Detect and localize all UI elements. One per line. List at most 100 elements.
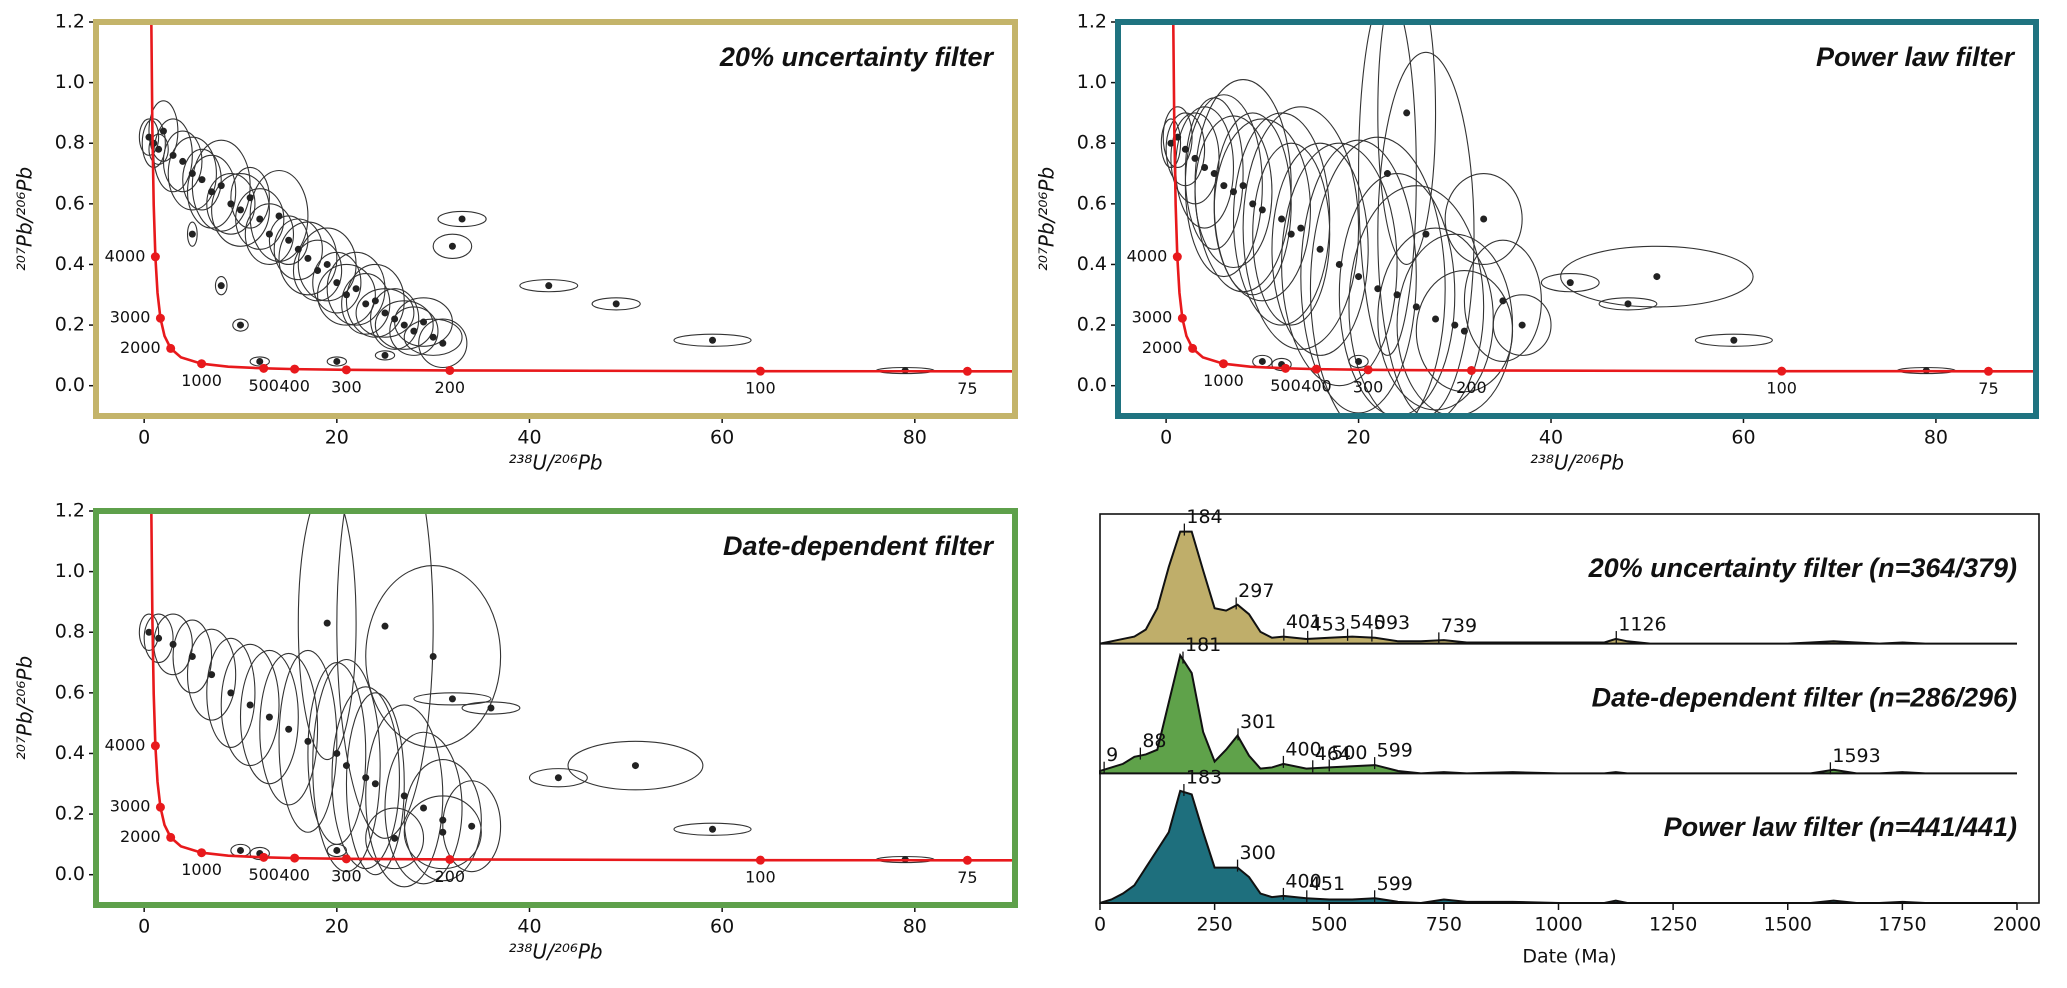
concordia-age-label: 200 [435,867,466,886]
error-ellipse [186,221,198,247]
error-ellipse [268,215,309,266]
peak-label: 301 [1240,711,1276,733]
y-tick-label: 0.0 [1077,374,1107,396]
data-point [1653,273,1661,281]
data-point [439,339,447,347]
concordia-age-label: 1000 [181,371,222,390]
error-ellipse [186,628,237,721]
error-ellipse [138,118,160,156]
peak-label: 300 [1240,842,1276,864]
data-point [246,194,254,202]
error-ellipse [138,613,160,651]
concordia-age-label: 500 [1270,376,1301,395]
data-point [333,846,341,854]
error-ellipse [1444,172,1523,266]
error-ellipse [591,297,641,311]
data-point [1210,170,1218,178]
x-tick-label: 1500 [1764,914,1812,936]
error-ellipse [1348,185,1485,416]
data-point [1249,200,1257,208]
y-tick-label: 0.4 [1077,253,1107,275]
data-point [458,215,466,223]
error-ellipse [461,701,521,715]
concordia-age-point [1172,252,1182,262]
concordia-age-point [1983,366,1993,376]
data-point [236,321,244,329]
error-ellipse [182,148,222,211]
error-ellipse [1242,106,1360,350]
concordia-age-label: 75 [1978,379,1998,398]
error-ellipse [413,692,492,706]
data-point [448,242,456,250]
data-point [145,133,153,141]
error-ellipse [1492,294,1552,356]
y-tick-label: 0.2 [55,803,85,825]
x-tick-label: 0 [138,916,150,938]
y-tick-label: 0.6 [55,192,85,214]
y-tick-label: 0.8 [55,132,85,154]
data-point [285,725,293,733]
x-tick-label: 0 [138,427,150,449]
error-ellipse [206,637,256,748]
data-point [391,834,399,842]
data-point [236,846,244,854]
concordia-age-point [150,741,160,751]
concordia-age-label: 3000 [1132,308,1173,327]
error-ellipse [249,846,270,861]
peak-label: 297 [1238,580,1274,602]
y-tick-label: 0.0 [55,863,85,885]
concordia-age-label: 100 [745,868,776,887]
data-point [1518,321,1526,329]
concordia-age-point [197,848,207,858]
peak-label: 1593 [1832,745,1880,767]
x-tick-label: 500 [1311,914,1347,936]
x-tick-label: 0 [1094,914,1106,936]
peak-label: 184 [1186,506,1222,528]
error-ellipse [278,221,338,296]
concordia-age-point [755,855,765,865]
error-ellipse [1358,22,1417,356]
concordia-age-point [290,853,300,863]
x-tick-label: 20 [325,916,349,938]
data-point [487,704,495,712]
y-tick-label: 0.2 [1077,314,1107,336]
concordia-age-point [166,832,176,842]
concordia-age-point [290,364,300,374]
concordia-age-label: 4000 [105,246,146,265]
plot-area [1160,22,2036,416]
data-point [381,622,389,630]
data-point [314,267,322,275]
concordia-age-point [962,855,972,865]
concordia-age-label: 2000 [120,338,161,357]
data-point [1278,215,1286,223]
density-area [1099,789,2017,905]
error-ellipse [326,843,348,858]
data-point [342,291,350,299]
y-tick-label: 1.0 [55,560,85,582]
concordia-age-point [962,366,972,376]
data-point [429,652,437,660]
concordia-age-label: 75 [957,379,977,398]
data-point [198,176,206,184]
panel-title: Power law filter [1816,42,2016,72]
data-point [1566,279,1574,287]
error-ellipse [403,795,482,870]
x-tick-label: 1750 [1878,914,1926,936]
error-ellipse [312,251,362,314]
data-point [1730,336,1738,344]
panel-frame [1115,19,2039,419]
error-ellipse [403,318,463,356]
error-ellipse [519,279,579,293]
error-ellipse [355,288,415,338]
data-point [420,318,428,326]
data-point [265,230,273,238]
data-point [420,804,428,812]
data-point [1316,245,1324,253]
error-ellipse [1694,333,1773,347]
concordia-age-point [1177,313,1187,323]
peak-label: 400 [1285,870,1321,892]
concordia-age-point [150,252,160,262]
y-tick-label: 0.8 [1077,132,1107,154]
data-point [545,282,553,290]
data-point [362,774,370,782]
